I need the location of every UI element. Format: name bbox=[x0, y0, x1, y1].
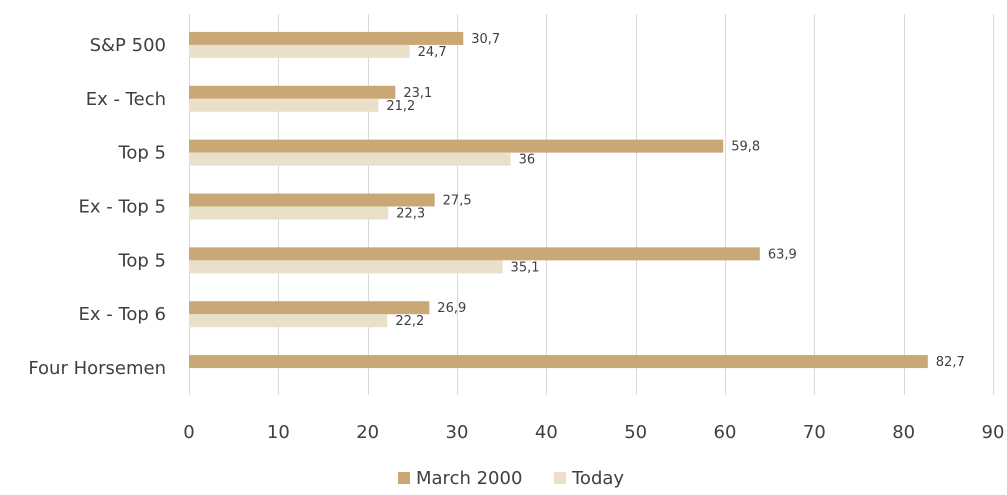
legend-label: March 2000 bbox=[416, 468, 522, 489]
category-label: S&P 500 bbox=[90, 35, 166, 56]
bar-today bbox=[189, 260, 503, 274]
data-label-march-2000: 59,8 bbox=[731, 140, 760, 155]
bar-today bbox=[189, 152, 511, 166]
legend-swatch bbox=[554, 472, 566, 484]
x-axis-tick-labels: 0 10 20 30 40 50 60 70 80 90 bbox=[183, 422, 1004, 443]
bar-today bbox=[189, 206, 389, 220]
bar-today bbox=[189, 98, 379, 112]
data-label-march-2000: 27,5 bbox=[443, 194, 472, 209]
x-tick-label: 60 bbox=[714, 422, 737, 443]
x-tick-label: 10 bbox=[267, 422, 290, 443]
data-label-today: 35,1 bbox=[511, 260, 540, 275]
bar-march-2000 bbox=[189, 301, 430, 315]
data-label-march-2000: 82,7 bbox=[936, 355, 965, 370]
category-label: Ex - Top 6 bbox=[78, 304, 166, 325]
category-label: Ex - Top 5 bbox=[78, 197, 166, 218]
x-tick-label: 30 bbox=[446, 422, 469, 443]
x-tick-label: 90 bbox=[982, 422, 1005, 443]
data-label-today: 22,3 bbox=[396, 207, 425, 222]
x-tick-label: 40 bbox=[535, 422, 558, 443]
x-tick-label: 80 bbox=[892, 422, 915, 443]
data-label-march-2000: 63,9 bbox=[768, 247, 797, 262]
bar-today bbox=[189, 44, 410, 58]
legend: March 2000 Today bbox=[398, 468, 624, 489]
category-label: Four Horsemen bbox=[28, 358, 166, 379]
category-label: Top 5 bbox=[117, 250, 166, 271]
gridlines bbox=[189, 14, 994, 395]
data-label-march-2000: 30,7 bbox=[471, 32, 500, 47]
bar-march-2000 bbox=[189, 355, 928, 369]
data-label-today: 24,7 bbox=[418, 45, 447, 60]
data-labels: 30,7 24,7 23,121,2 59,8 36 27,5 22,3 63,9 35,1 26… bbox=[386, 32, 964, 370]
x-tick-label: 50 bbox=[624, 422, 647, 443]
x-tick-label: 20 bbox=[356, 422, 379, 443]
category-label: Top 5 bbox=[117, 143, 166, 164]
data-label-march-2000: 23,1 bbox=[403, 86, 432, 101]
data-label-today: 36 bbox=[519, 153, 536, 168]
bar-march-2000 bbox=[189, 193, 435, 207]
bars bbox=[189, 31, 928, 369]
bar-today bbox=[189, 314, 388, 328]
legend-label: Today bbox=[571, 468, 624, 489]
data-label-march-2000: 26,9 bbox=[437, 301, 466, 316]
bar-march-2000 bbox=[189, 31, 464, 45]
bar-march-2000 bbox=[189, 139, 724, 153]
bar-march-2000 bbox=[189, 247, 760, 261]
x-tick-label: 0 bbox=[183, 422, 194, 443]
legend-swatch bbox=[398, 472, 410, 484]
data-label-today: 21,2 bbox=[386, 99, 415, 114]
category-labels: S&P 500 Ex - Tech Top 5 Ex - Top 5 Top 5 Ex -… bbox=[28, 35, 166, 379]
bar-march-2000 bbox=[189, 85, 396, 99]
category-label: Ex - Tech bbox=[86, 89, 166, 110]
data-label-today: 22,2 bbox=[395, 314, 424, 329]
x-tick-label: 70 bbox=[803, 422, 826, 443]
